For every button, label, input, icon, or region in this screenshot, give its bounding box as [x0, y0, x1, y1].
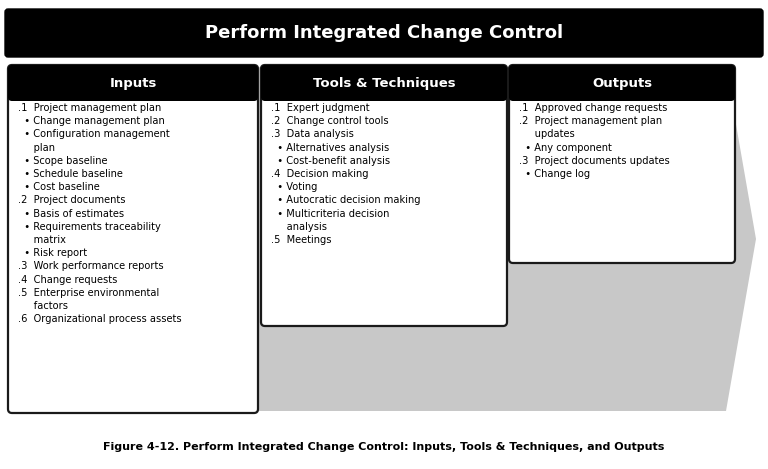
- Text: .1  Approved change requests: .1 Approved change requests: [519, 103, 667, 113]
- Text: Tools & Techniques: Tools & Techniques: [313, 76, 455, 90]
- Text: .1  Expert judgment: .1 Expert judgment: [271, 103, 369, 113]
- Text: .3  Data analysis: .3 Data analysis: [271, 129, 354, 139]
- Text: plan: plan: [18, 143, 55, 152]
- Text: .2  Project documents: .2 Project documents: [18, 196, 125, 205]
- Text: • Requirements traceability: • Requirements traceability: [18, 222, 161, 232]
- Text: • Voting: • Voting: [271, 182, 317, 192]
- Text: • Multicriteria decision: • Multicriteria decision: [271, 209, 389, 219]
- Text: .4  Decision making: .4 Decision making: [271, 169, 369, 179]
- Text: • Cost baseline: • Cost baseline: [18, 182, 100, 192]
- Polygon shape: [8, 67, 756, 411]
- Text: Inputs: Inputs: [109, 76, 157, 90]
- FancyBboxPatch shape: [261, 65, 507, 326]
- Text: • Risk report: • Risk report: [18, 248, 87, 258]
- Text: • Any component: • Any component: [519, 143, 612, 152]
- Text: updates: updates: [519, 129, 574, 139]
- FancyBboxPatch shape: [509, 65, 735, 101]
- Text: • Cost-benefit analysis: • Cost-benefit analysis: [271, 156, 390, 166]
- Text: • Basis of estimates: • Basis of estimates: [18, 209, 124, 219]
- Text: • Scope baseline: • Scope baseline: [18, 156, 108, 166]
- Text: Outputs: Outputs: [592, 76, 652, 90]
- Text: analysis: analysis: [271, 222, 327, 232]
- Text: .2  Change control tools: .2 Change control tools: [271, 116, 389, 126]
- Text: • Alternatives analysis: • Alternatives analysis: [271, 143, 389, 152]
- Text: .5  Enterprise environmental: .5 Enterprise environmental: [18, 288, 159, 298]
- FancyBboxPatch shape: [261, 65, 507, 101]
- FancyBboxPatch shape: [8, 65, 258, 101]
- Text: • Change management plan: • Change management plan: [18, 116, 165, 126]
- Text: • Schedule baseline: • Schedule baseline: [18, 169, 123, 179]
- Text: .3  Work performance reports: .3 Work performance reports: [18, 261, 164, 272]
- FancyBboxPatch shape: [5, 9, 763, 57]
- Text: .2  Project management plan: .2 Project management plan: [519, 116, 662, 126]
- FancyBboxPatch shape: [8, 65, 258, 413]
- Text: factors: factors: [18, 301, 68, 311]
- Text: • Autocratic decision making: • Autocratic decision making: [271, 196, 421, 205]
- Text: .4  Change requests: .4 Change requests: [18, 275, 118, 285]
- Text: • Change log: • Change log: [519, 169, 590, 179]
- Bar: [12, 83, 253, 97]
- FancyBboxPatch shape: [509, 65, 735, 263]
- Text: • Configuration management: • Configuration management: [18, 129, 170, 139]
- Text: matrix: matrix: [18, 235, 66, 245]
- Text: .1  Project management plan: .1 Project management plan: [18, 103, 161, 113]
- Text: Perform Integrated Change Control: Perform Integrated Change Control: [205, 24, 563, 42]
- Bar: [266, 83, 502, 97]
- Text: .3  Project documents updates: .3 Project documents updates: [519, 156, 670, 166]
- Text: .6  Organizational process assets: .6 Organizational process assets: [18, 314, 181, 324]
- Text: .5  Meetings: .5 Meetings: [271, 235, 332, 245]
- Bar: [514, 83, 730, 97]
- Text: Figure 4-12. Perform Integrated Change Control: Inputs, Tools & Techniques, and : Figure 4-12. Perform Integrated Change C…: [104, 442, 664, 452]
